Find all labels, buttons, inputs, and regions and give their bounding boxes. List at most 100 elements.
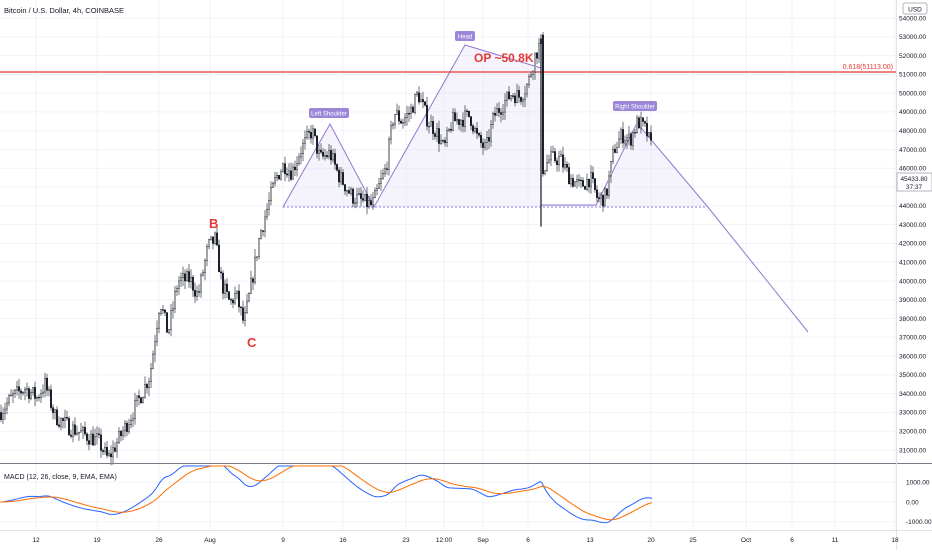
candle-body [360,193,363,199]
macd-label[interactable]: MACD (12, 26, close, 9, EMA, EMA) [4,474,117,481]
time-tick-label: 19 [93,537,101,544]
candle-body [510,95,513,100]
candle-body [384,168,387,174]
price-axis[interactable]: 54000.00 53000.00 52000.00 51000.00 50000.00… [899,15,926,454]
candle-body [548,159,551,163]
candle-body [380,177,383,184]
candle-body [181,273,184,278]
candle-body [630,133,633,146]
candle-body [432,121,435,134]
candle-body [91,433,94,446]
candle-body [388,138,391,170]
time-tick-label: 11 [832,537,839,544]
candle-body [452,112,455,131]
candle-body [71,424,74,437]
time-tick-label: Aug [204,537,216,544]
candle-body [211,236,214,244]
candle-body [69,434,72,437]
currency-label: USD [908,7,922,14]
candle-body [270,187,273,201]
candle-body [606,188,609,196]
candle-body [336,164,339,171]
candle-body [464,110,467,127]
candle-body [402,122,405,124]
candle-body [18,386,21,392]
candle-body [113,447,116,452]
candle-body [221,272,224,294]
point-b-label: B [209,216,218,231]
candle-body [284,163,287,175]
candle-body [73,424,76,435]
right-shoulder-tag: Right Shoulder [613,101,657,111]
candle-body [187,271,190,283]
candle-body [7,395,10,404]
head-tag: Head [455,31,475,41]
candle-body [594,178,597,190]
candle-body [392,123,395,126]
left-shoulder-label: Left Shoulder [311,112,347,118]
candle-body [135,395,138,401]
candle-body [512,95,515,97]
candle-body [406,113,409,118]
candle-body [13,389,16,394]
candle-body [600,194,603,199]
candle-body [42,391,45,394]
candle-body [101,450,104,452]
candle-body [424,101,427,106]
time-tick-label: Sep [477,537,489,544]
candle-body [542,34,545,175]
candle-body [77,431,80,434]
price-tick-label: 43000.00 [899,222,926,229]
candle-body [532,71,535,76]
currency-badge[interactable]: USD [902,2,928,15]
head-and-shoulders-pattern [282,44,809,333]
candle-body [304,137,307,144]
candle-body [133,400,136,420]
candle-body [183,273,186,282]
candle-body [500,112,503,115]
candle-body [75,432,78,435]
last-price-label: 45433.80 [900,176,927,183]
candle-body [390,125,393,140]
time-tick-label: 6 [790,537,794,544]
price-tick-label: 49000.00 [899,109,926,116]
candle-body [410,106,413,114]
price-tick-label: 33000.00 [899,410,926,417]
candle-body [576,179,579,183]
candle-body [151,353,154,369]
candle-body [191,276,194,291]
candle-body [342,172,345,185]
macd-axis[interactable]: 1000.00 0.00 -1000.00 [906,480,932,527]
candle-body [378,183,381,189]
candles [0,31,653,466]
symbol-title[interactable]: Bitcoin / U.S. Dollar, 4h, COINBASE [4,6,124,15]
candle-body [167,329,170,333]
candle-body [468,110,471,117]
candle-body [634,132,637,134]
candle-body [530,74,533,77]
candle-body [300,153,303,158]
time-axis[interactable]: 12 19 26 Aug 9 16 23 12:00 Sep 6 13 20 25 Oct 6 11 18 [32,537,899,544]
candle-body [346,190,349,192]
candle-body [486,137,489,143]
candle-body [490,124,493,142]
candle-body [584,186,587,190]
candle-body [34,387,37,399]
candle-body [450,128,453,131]
candle-body [139,397,142,404]
time-tick-label: 12 [32,537,40,544]
candle-body [256,256,259,258]
candle-body [456,119,459,122]
candle-body [163,309,166,313]
price-tick-label: 46000.00 [899,166,926,173]
candle-body [185,271,188,282]
candle-body [3,408,6,414]
candle-body [107,453,110,456]
candle-body [598,197,601,199]
candle-body [117,430,120,443]
candle-body [282,163,285,173]
price-tick-label: 41000.00 [899,259,926,266]
candle-body [462,119,465,127]
candle-body [586,178,589,190]
